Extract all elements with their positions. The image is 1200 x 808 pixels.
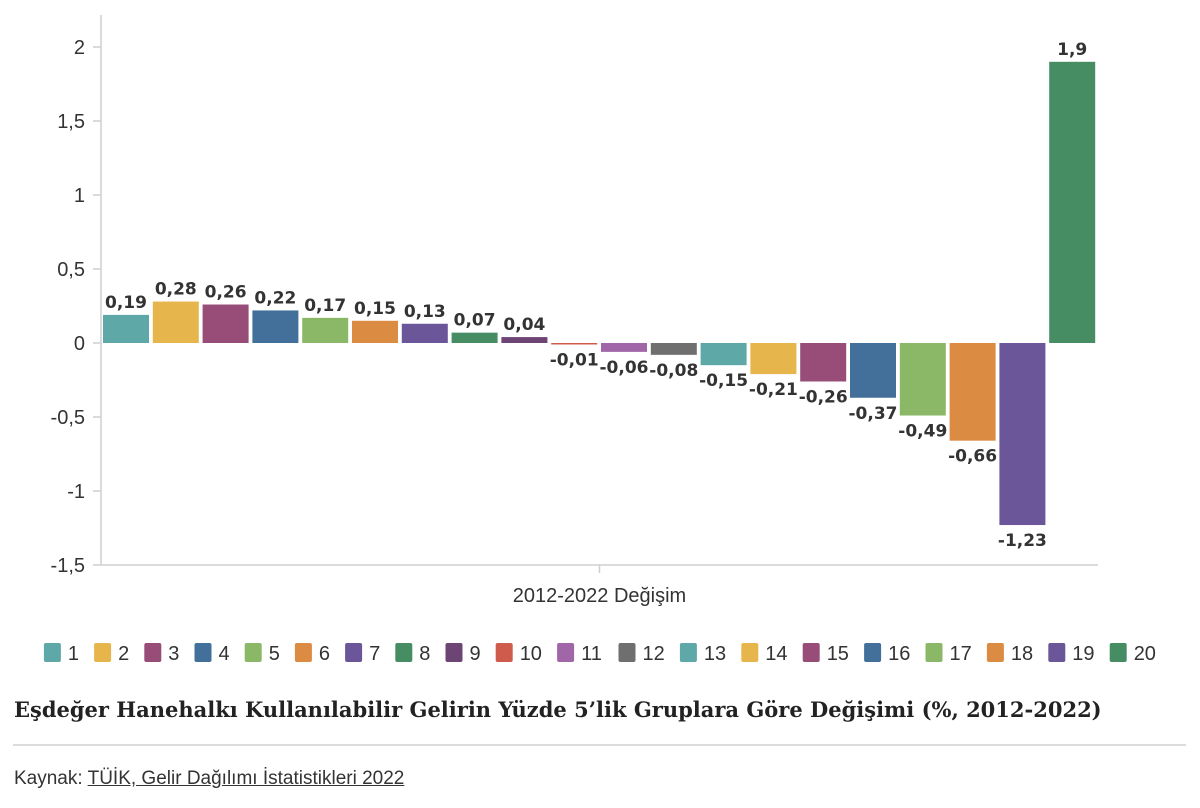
y-tick-label: -1 xyxy=(67,481,85,503)
source-link[interactable]: TÜİK, Gelir Dağılımı İstatistikleri 2022 xyxy=(87,768,405,789)
data-label-series-14: -0,21 xyxy=(749,380,798,400)
legend-label-20: 20 xyxy=(1134,643,1156,665)
bar-series-15 xyxy=(800,343,847,382)
legend-label-18: 18 xyxy=(1011,643,1033,665)
legend-swatch-1 xyxy=(43,643,61,662)
data-label-series-18: -0,66 xyxy=(948,447,997,467)
legend-swatch-6 xyxy=(294,643,312,662)
bar-series-9 xyxy=(501,337,548,343)
legend-swatch-17 xyxy=(925,643,943,662)
bar-series-19 xyxy=(999,343,1046,526)
legend-label-2: 2 xyxy=(118,643,129,665)
y-tick-label: -1,5 xyxy=(51,555,85,577)
bar-series-14 xyxy=(750,343,797,375)
legend-label-17: 17 xyxy=(950,643,972,665)
data-label-series-8: 0,07 xyxy=(454,311,496,331)
bar-series-6 xyxy=(352,320,398,343)
bar-series-5 xyxy=(302,317,349,343)
data-label-series-20: 1,9 xyxy=(1057,40,1087,60)
data-label-series-7: 0,13 xyxy=(404,302,446,322)
source-prefix: Kaynak: xyxy=(14,768,88,789)
legend-label-7: 7 xyxy=(369,643,380,665)
legend-label-8: 8 xyxy=(419,643,430,665)
data-label-series-5: 0,17 xyxy=(304,296,346,316)
legend-label-19: 19 xyxy=(1072,643,1094,665)
legend-label-12: 12 xyxy=(643,643,665,665)
legend-label-16: 16 xyxy=(888,643,910,665)
legend-label-10: 10 xyxy=(520,643,542,665)
divider xyxy=(13,744,1186,746)
data-label-series-17: -0,49 xyxy=(898,422,947,442)
y-tick-label: -0,5 xyxy=(51,407,85,429)
legend-swatch-7 xyxy=(345,643,363,662)
data-label-series-16: -0,37 xyxy=(849,404,898,424)
bar-series-4 xyxy=(252,310,299,343)
bar-series-7 xyxy=(401,323,448,343)
legend-label-11: 11 xyxy=(581,643,602,665)
bar-series-18 xyxy=(949,343,996,441)
data-label-series-2: 0,28 xyxy=(155,280,197,300)
bar-series-20 xyxy=(1049,61,1096,344)
legend-label-13: 13 xyxy=(704,643,726,665)
legend-swatch-18 xyxy=(986,643,1004,662)
legend-swatch-9 xyxy=(445,643,463,662)
legend-swatch-20 xyxy=(1109,643,1127,662)
data-label-series-12: -0,08 xyxy=(649,361,698,381)
source-line: Kaynak: TÜİK, Gelir Dağılımı İstatistikl… xyxy=(14,768,404,790)
legend-swatch-4 xyxy=(194,643,212,662)
legend-swatch-14 xyxy=(741,643,759,662)
data-label-series-9: 0,04 xyxy=(503,315,545,335)
data-label-series-3: 0,26 xyxy=(205,283,247,303)
y-tick-label: 1 xyxy=(74,185,85,207)
data-label-series-15: -0,26 xyxy=(799,387,848,407)
legend-swatch-13 xyxy=(679,643,697,662)
y-tick-label: 2 xyxy=(74,37,85,59)
bar-series-8 xyxy=(451,332,498,343)
data-label-series-4: 0,22 xyxy=(254,288,296,308)
legend-swatch-8 xyxy=(395,643,413,662)
data-label-series-10: -0,01 xyxy=(550,351,599,371)
bar-series-11 xyxy=(601,343,647,352)
legend-label-5: 5 xyxy=(269,643,280,665)
data-label-series-13: -0,15 xyxy=(699,371,748,391)
legend-label-1: 1 xyxy=(68,643,79,665)
x-category-label: 2012-2022 Değişim xyxy=(513,585,686,607)
legend-label-3: 3 xyxy=(168,643,179,665)
legend-swatch-11 xyxy=(557,643,575,662)
legend-swatch-5 xyxy=(244,643,262,662)
legend-swatch-10 xyxy=(495,643,513,662)
bar-series-2 xyxy=(152,301,199,343)
data-label-series-6: 0,15 xyxy=(354,299,396,319)
legend-label-14: 14 xyxy=(765,643,787,665)
legend-swatch-15 xyxy=(802,643,820,662)
bar-series-1 xyxy=(103,314,149,343)
legend-swatch-19 xyxy=(1048,643,1066,662)
bar-series-13 xyxy=(700,343,747,366)
bar-series-17 xyxy=(899,343,946,416)
legend-swatch-16 xyxy=(864,643,882,662)
legend-label-6: 6 xyxy=(319,643,330,665)
legend-swatch-3 xyxy=(144,643,162,662)
legend-label-4: 4 xyxy=(219,643,230,665)
legend-swatch-12 xyxy=(618,643,636,662)
y-tick-label: 0 xyxy=(74,333,85,355)
legend-label-9: 9 xyxy=(470,643,481,665)
data-label-series-11: -0,06 xyxy=(600,358,649,378)
data-label-series-19: -1,23 xyxy=(998,531,1047,551)
legend-label-15: 15 xyxy=(827,643,849,665)
y-tick-label: 0,5 xyxy=(57,259,85,281)
data-label-series-1: 0,19 xyxy=(105,293,147,313)
legend-swatch-2 xyxy=(94,643,112,662)
bar-series-12 xyxy=(650,343,697,355)
bar-series-3 xyxy=(202,304,249,343)
chart-title: Eşdeğer Hanehalkı Kullanılabilir Gelirin… xyxy=(14,697,1102,722)
y-tick-label: 1,5 xyxy=(57,111,85,133)
bar-series-10 xyxy=(551,343,598,345)
bar-series-16 xyxy=(850,343,896,398)
bar-chart: 2 1,5 1 0,5 0 -0,5 -1 -1,5 2012-2022 Değişim 0,1… xyxy=(43,15,1156,665)
